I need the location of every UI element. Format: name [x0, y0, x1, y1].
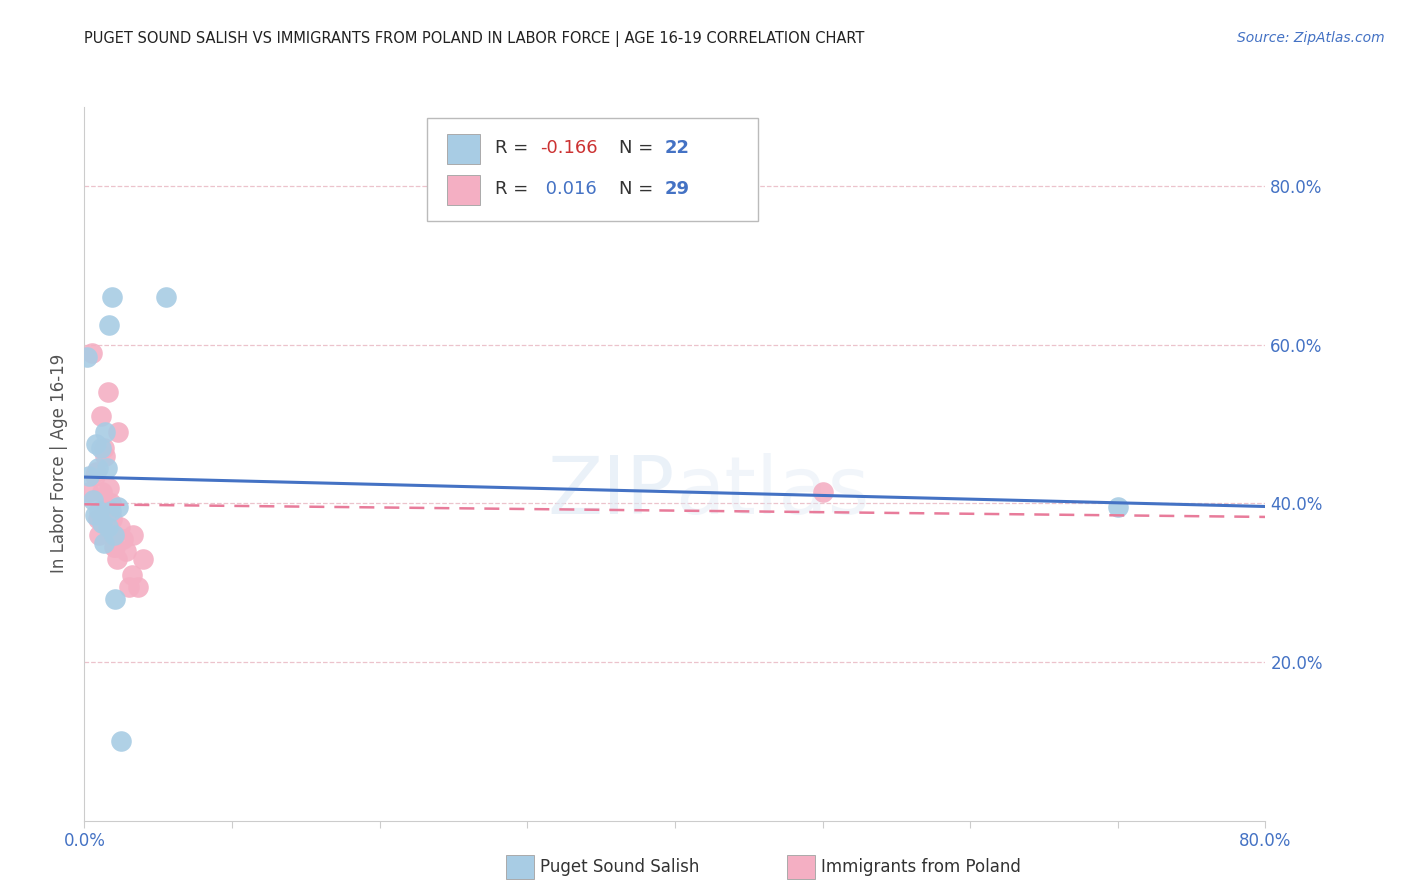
Text: N =: N = — [620, 139, 659, 157]
Text: Puget Sound Salish: Puget Sound Salish — [540, 858, 699, 876]
Point — [108, 520, 131, 534]
Point — [155, 290, 177, 304]
Point — [811, 484, 834, 499]
Point — [80, 346, 103, 360]
Point — [84, 465, 107, 479]
Point — [89, 504, 111, 518]
Point — [94, 449, 117, 463]
Point — [132, 552, 155, 566]
Point — [84, 437, 107, 451]
Point — [86, 460, 108, 475]
Point — [89, 528, 111, 542]
Text: PUGET SOUND SALISH VS IMMIGRANTS FROM POLAND IN LABOR FORCE | AGE 16-19 CORRELAT: PUGET SOUND SALISH VS IMMIGRANTS FROM PO… — [84, 31, 865, 47]
Text: N =: N = — [620, 180, 659, 198]
Text: 22: 22 — [664, 139, 689, 157]
Point — [1107, 500, 1129, 515]
Text: Source: ZipAtlas.com: Source: ZipAtlas.com — [1237, 31, 1385, 45]
Point — [77, 484, 100, 499]
Y-axis label: In Labor Force | Age 16-19: In Labor Force | Age 16-19 — [51, 354, 69, 574]
Point — [76, 350, 98, 364]
Point — [122, 528, 145, 542]
Text: R =: R = — [495, 180, 534, 198]
Point — [94, 425, 117, 439]
Point — [104, 591, 127, 606]
Point — [118, 580, 141, 594]
Point — [105, 552, 128, 566]
Point — [103, 528, 125, 542]
Point — [93, 536, 115, 550]
Point — [91, 484, 114, 499]
Point — [77, 468, 100, 483]
Point — [107, 500, 129, 515]
Point — [83, 508, 105, 523]
Point — [93, 441, 115, 455]
Point — [83, 468, 105, 483]
Point — [107, 425, 129, 439]
Point — [121, 567, 143, 582]
Text: -0.166: -0.166 — [540, 139, 598, 157]
Point — [97, 385, 120, 400]
Point — [96, 460, 118, 475]
Point — [98, 481, 121, 495]
Point — [110, 734, 132, 748]
Point — [90, 441, 112, 455]
Text: 29: 29 — [664, 180, 689, 198]
Text: ZIP: ZIP — [547, 453, 675, 532]
Text: 0.016: 0.016 — [540, 180, 598, 198]
Point — [111, 532, 134, 546]
Point — [96, 500, 118, 515]
Point — [90, 409, 112, 424]
Point — [127, 580, 149, 594]
Point — [114, 544, 136, 558]
Point — [104, 540, 127, 554]
Text: atlas: atlas — [675, 453, 869, 532]
Point — [103, 540, 125, 554]
Point — [100, 496, 122, 510]
Point — [86, 512, 108, 526]
Point — [100, 504, 122, 518]
Point — [82, 492, 104, 507]
Bar — [447, 134, 479, 164]
Point — [101, 290, 124, 304]
Point — [101, 512, 124, 526]
Bar — [447, 175, 479, 205]
Point — [103, 528, 125, 542]
Point — [91, 516, 114, 531]
Point — [97, 520, 120, 534]
Text: R =: R = — [495, 139, 534, 157]
Point — [98, 318, 121, 332]
FancyBboxPatch shape — [427, 118, 758, 221]
Text: Immigrants from Poland: Immigrants from Poland — [821, 858, 1021, 876]
